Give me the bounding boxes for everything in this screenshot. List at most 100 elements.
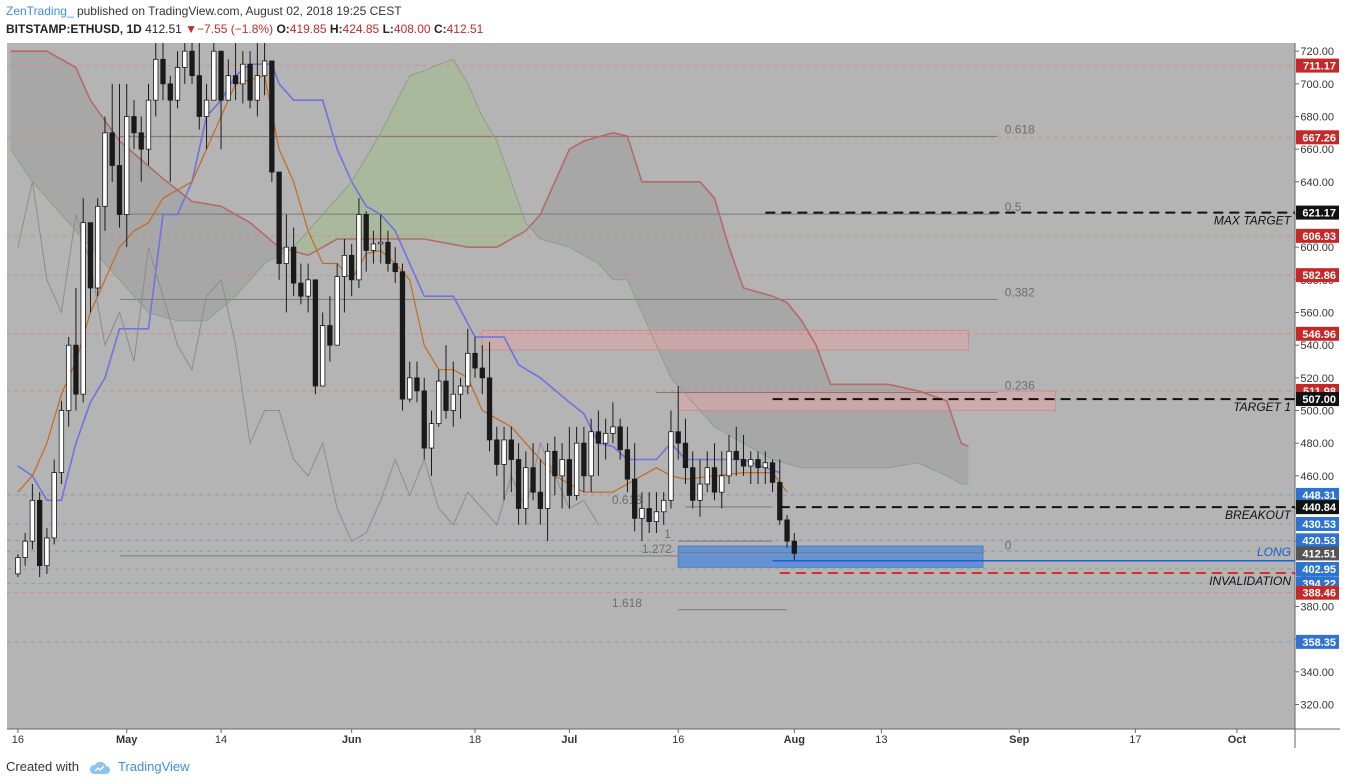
candle-bullish (436, 380, 442, 424)
candle-bearish (116, 165, 123, 215)
fib-level-label: 0.236 (1005, 379, 1035, 393)
y-tick-label: 640.00 (1300, 177, 1334, 189)
price-label: 402.95 (1302, 564, 1336, 576)
last-price: 412.51 (145, 22, 182, 36)
price-label-box (1296, 326, 1339, 341)
candle-bullish (124, 116, 130, 215)
candle-bullish (145, 99, 152, 150)
candle-bearish (414, 377, 420, 392)
author-link[interactable]: ZenTrading_ (6, 4, 74, 18)
candle-bearish (232, 75, 239, 85)
candle-bullish (261, 60, 268, 77)
candle-bearish (791, 540, 797, 554)
candle-bearish (363, 214, 369, 251)
candle-bullish (719, 475, 725, 493)
trade-level-label: INVALIDATION (1209, 574, 1291, 588)
candle-bullish (15, 557, 21, 575)
candle-bullish (639, 508, 645, 519)
price-label-box (1296, 228, 1339, 243)
price-label: 606.93 (1302, 231, 1336, 243)
candle-bearish (472, 352, 478, 369)
price-label: 412.51 (1302, 548, 1336, 560)
candle-bearish (675, 431, 681, 444)
x-tick-label: 17 (1129, 734, 1141, 746)
candle-bullish (240, 63, 246, 85)
candle-bearish (37, 499, 43, 567)
candle-bullish (305, 279, 311, 297)
trade-level-label: LONG (1257, 545, 1291, 559)
candle-bearish (189, 50, 195, 77)
candle-bullish (661, 499, 667, 513)
candle-bullish (748, 459, 754, 467)
candle-bullish (465, 352, 471, 387)
candle-bearish (530, 467, 536, 493)
long-zone (677, 545, 984, 568)
candle-bullish (726, 450, 732, 477)
price-label-box (1296, 58, 1339, 73)
symbol-info: BITSTAMP:ETHUSD, 1D 412.51 ▼−7.55 (−1.8%… (6, 22, 483, 36)
price-label-box (1296, 130, 1339, 145)
price-label-box (1296, 268, 1339, 283)
candle-bearish (617, 426, 623, 451)
candle-bearish (160, 58, 166, 85)
fib-level-label: 0.382 (1005, 285, 1035, 299)
candle-bearish (109, 132, 115, 166)
created-with-text: Created with (6, 759, 79, 774)
y-tick-label: 600.00 (1300, 242, 1334, 254)
candle-bullish (501, 439, 507, 465)
fib-level-label: 0 (1005, 539, 1012, 553)
time-axis[interactable] (7, 729, 1340, 748)
price-label: 440.84 (1302, 502, 1337, 514)
price-label: 430.53 (1302, 519, 1336, 531)
candle-bearish (167, 83, 173, 101)
fib-level-label: 1.272 (642, 542, 672, 556)
candle-bearish (632, 478, 638, 519)
plot-area[interactable] (7, 43, 1295, 729)
low-label: L: (382, 22, 394, 36)
candle-bearish (537, 491, 543, 509)
price-change: ▼−7.55 (−1.8%) (185, 22, 274, 36)
candle-bearish (494, 439, 500, 465)
y-tick-label: 540.00 (1300, 340, 1334, 352)
y-tick-label: 320.00 (1300, 700, 1334, 712)
candle-bullish (523, 467, 529, 509)
candle-bearish (646, 508, 652, 522)
candle-bullish (697, 483, 703, 501)
x-tick-label: 18 (469, 734, 481, 746)
candle-bullish (610, 426, 616, 434)
high-value: 424.85 (342, 22, 380, 36)
y-tick-label: 460.00 (1300, 471, 1334, 483)
price-label-box (1296, 562, 1339, 577)
price-label-box (1296, 487, 1339, 502)
candle-bullish (44, 537, 50, 567)
resistance-zone-upper (481, 329, 969, 351)
y-tick-label: 480.00 (1300, 438, 1334, 450)
candle-bullish (668, 431, 674, 501)
price-label-box (1296, 516, 1339, 531)
candle-bearish (327, 325, 333, 346)
candle-bearish (690, 467, 696, 501)
candle-bullish (559, 459, 565, 477)
y-tick-label: 720.00 (1300, 46, 1334, 58)
candle-bullish (762, 462, 768, 469)
close-label: C: (433, 22, 447, 36)
kumo-cloud-segment (286, 59, 530, 256)
candle-bearish (552, 450, 558, 477)
candle-bearish (392, 263, 398, 273)
candle-bearish (73, 344, 79, 395)
candle-bullish (334, 276, 340, 346)
open-value: 419.85 (289, 22, 327, 36)
candle-bullish (704, 467, 710, 485)
price-label-box (1296, 500, 1339, 515)
candle-bullish (450, 393, 456, 411)
y-tick-label: 680.00 (1300, 112, 1334, 124)
tradingview-link[interactable]: TradingView (118, 759, 190, 774)
close-value: 412.51 (446, 22, 484, 36)
candle-bearish (196, 75, 202, 117)
fib-level-label: 0.618 (1005, 122, 1035, 136)
candle-bullish (407, 377, 413, 400)
candle-bearish (784, 519, 790, 542)
fib-level-label: 0.5 (1005, 200, 1022, 214)
candle-bullish (602, 432, 609, 444)
